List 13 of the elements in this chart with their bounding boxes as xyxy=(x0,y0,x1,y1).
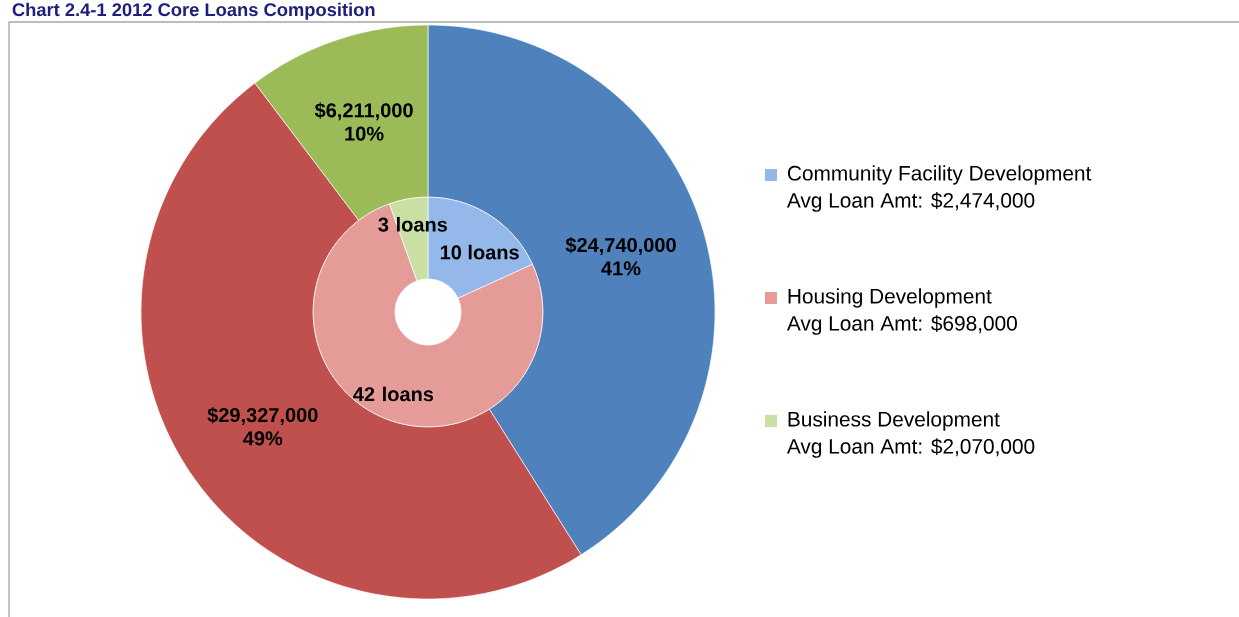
data-label: $24,740,000 41% xyxy=(565,237,676,276)
legend-label: Business Development xyxy=(788,411,1000,431)
data-label: 3 loans xyxy=(378,216,448,232)
text: Avg Loan Amt: $2,474,000 xyxy=(786,192,1035,212)
data-label: 42 loans xyxy=(353,386,434,402)
legend-label: Housing Development xyxy=(788,288,992,308)
data-label: $29,327,000 49% xyxy=(207,407,318,446)
text: Avg Loan Amt: $698,000 xyxy=(786,315,1017,335)
text: Avg Loan Amt: $2,070,000 xyxy=(786,438,1035,458)
data-label: 10 loans xyxy=(440,244,519,260)
legend-label: Community Facility Development xyxy=(787,165,1092,185)
chart-title: Chart 2.4-1 2012 Core Loans Composition xyxy=(12,2,375,20)
data-label: $6,211,000 10% xyxy=(314,102,413,141)
